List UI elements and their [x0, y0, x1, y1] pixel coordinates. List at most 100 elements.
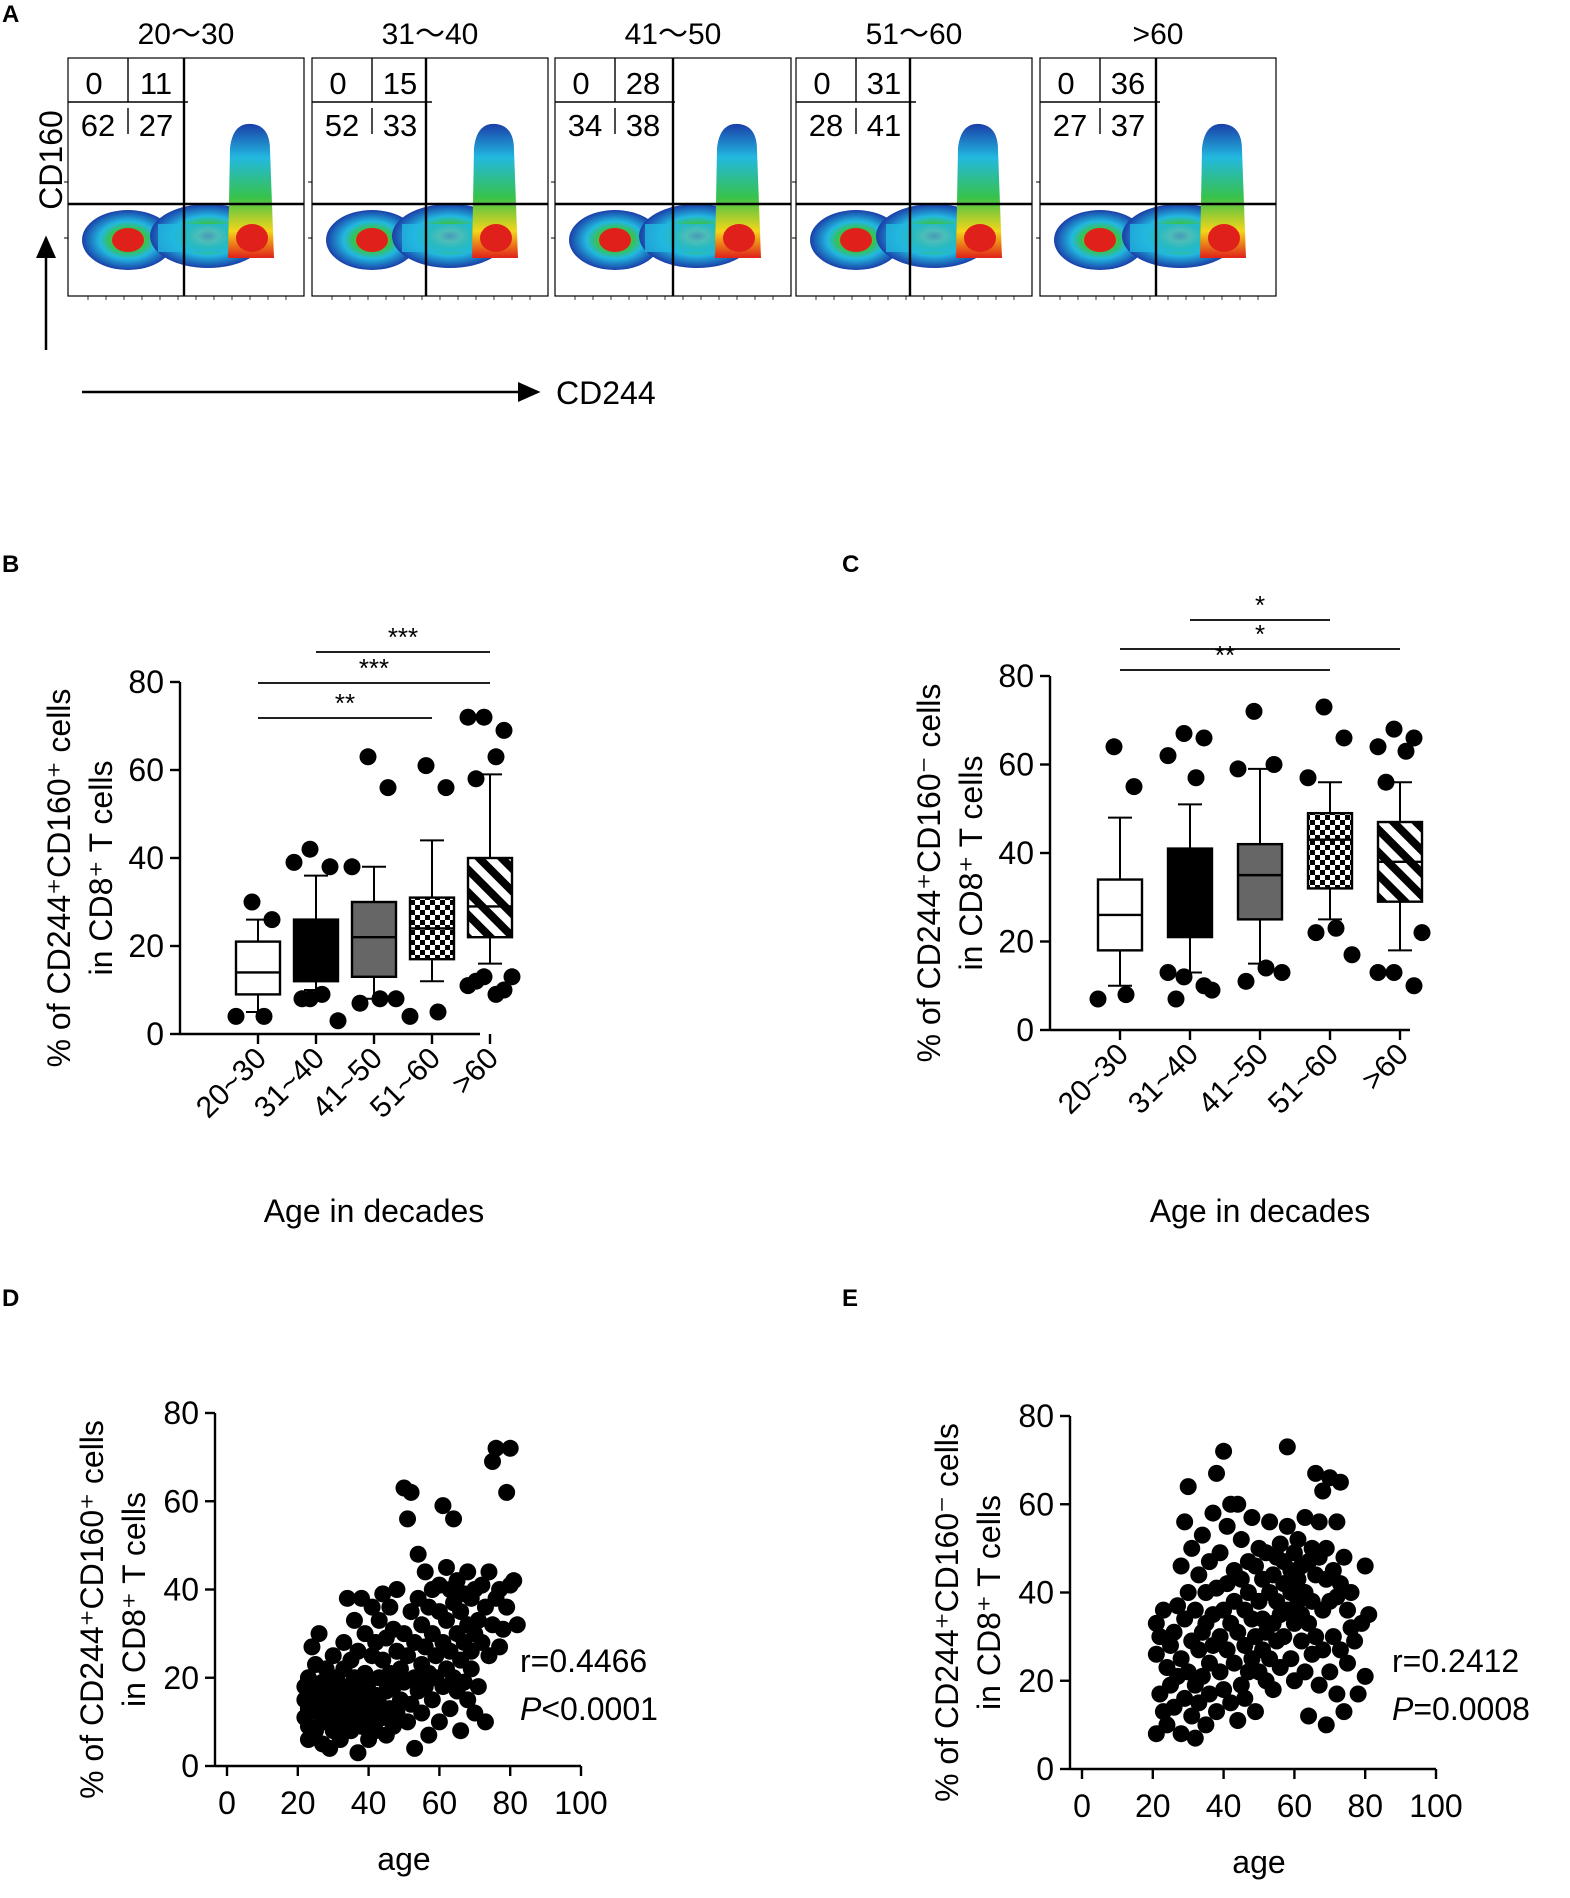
data-point — [1179, 1584, 1197, 1601]
data-point — [437, 1611, 455, 1629]
outlier-point — [1125, 778, 1143, 796]
data-point — [1229, 1623, 1247, 1641]
box-iqr — [466, 856, 514, 939]
data-point — [473, 1633, 491, 1651]
density-bridge — [886, 224, 956, 252]
data-point — [441, 1700, 459, 1718]
data-point — [491, 1638, 509, 1656]
data-point — [1232, 1676, 1250, 1694]
outlier-point — [437, 779, 455, 797]
data-point — [335, 1633, 353, 1651]
data-point — [1324, 1628, 1342, 1646]
quadrant-bottom-left: 62 — [81, 108, 115, 143]
quadrant-bottom-right: 38 — [626, 108, 660, 143]
box-3 — [343, 748, 405, 1012]
data-point — [1211, 1663, 1229, 1681]
data-point — [1200, 1685, 1218, 1703]
outlier-point — [1273, 963, 1291, 981]
quadrant-top-right: 28 — [626, 66, 660, 101]
data-point — [345, 1611, 363, 1629]
outlier-point — [1175, 725, 1193, 743]
x-axis-label-cd244: CD244 — [556, 375, 656, 411]
data-point — [299, 1669, 317, 1687]
data-point — [1339, 1601, 1356, 1619]
data-point — [1183, 1707, 1201, 1725]
stat-p-symbol: P — [520, 1691, 542, 1727]
data-point — [1183, 1539, 1201, 1557]
box-1 — [1089, 738, 1144, 1008]
data-point — [1208, 1703, 1226, 1721]
data-point — [1261, 1513, 1279, 1531]
data-point — [349, 1642, 367, 1660]
quadrant-bottom-right: 41 — [867, 108, 901, 143]
density-peak — [964, 224, 996, 252]
stat-p-value: P=0.0008 — [1392, 1691, 1530, 1727]
quadrant-top-left: 0 — [1057, 66, 1074, 101]
density-bridge — [158, 224, 228, 252]
data-point — [445, 1510, 463, 1528]
significance-label: * — [1255, 619, 1265, 649]
y-axis-title-line2: in CD8⁺ T cells — [116, 1492, 152, 1707]
quadrant-bottom-left: 34 — [568, 108, 602, 143]
outlier-point — [417, 757, 435, 775]
y-tick-label: 20 — [128, 928, 164, 964]
data-point — [1339, 1654, 1356, 1672]
data-point — [1218, 1575, 1236, 1593]
outlier-point — [401, 1007, 419, 1025]
data-point — [1147, 1645, 1165, 1663]
data-point — [409, 1545, 427, 1563]
x-tick-label: >60 — [1356, 1038, 1415, 1097]
data-point — [402, 1483, 420, 1501]
stat-r-value: r=0.2412 — [1392, 1643, 1519, 1679]
density-bridge — [645, 224, 715, 252]
outlier-point — [243, 893, 261, 911]
x-axis-title: age — [1232, 1844, 1285, 1880]
x-tick-label: 41~50 — [1192, 1038, 1275, 1121]
data-point — [1158, 1716, 1176, 1734]
outlier-point — [301, 990, 319, 1008]
flow-plot-title: 51～60 — [866, 18, 963, 51]
outlier-point — [1167, 990, 1185, 1008]
data-point — [452, 1603, 470, 1621]
significance-label: *** — [359, 653, 389, 683]
data-point — [480, 1563, 498, 1581]
x-axis-title: Age in decades — [1150, 1193, 1371, 1229]
data-point — [381, 1598, 399, 1616]
data-point — [374, 1651, 392, 1669]
data-point — [1314, 1482, 1332, 1500]
x-tick-label: 51~60 — [1262, 1038, 1345, 1121]
quadrant-bottom-right: 37 — [1111, 108, 1145, 143]
data-point — [455, 1673, 473, 1691]
panel-letter-c: C — [842, 551, 859, 578]
data-point — [1317, 1716, 1335, 1734]
data-point — [349, 1744, 367, 1762]
data-point — [1356, 1557, 1374, 1575]
outlier-point — [1245, 702, 1263, 720]
flow-plot-4: 51～60 0 31 28 41 — [792, 18, 1033, 300]
data-point — [1218, 1517, 1236, 1535]
quadrant-bottom-right: 33 — [383, 108, 417, 143]
data-point — [1346, 1632, 1364, 1650]
data-point — [508, 1616, 526, 1634]
box-4 — [1299, 698, 1361, 964]
flow-plot-2: 31～40 0 15 52 33 — [308, 18, 549, 300]
density-population-cd160pos — [1200, 123, 1246, 258]
data-point — [473, 1576, 491, 1594]
significance-label: ** — [1215, 640, 1235, 670]
outlier-point — [1315, 698, 1333, 716]
data-point — [1193, 1667, 1211, 1685]
outlier-point — [1307, 924, 1325, 942]
y-tick-label: 20 — [1018, 1663, 1054, 1699]
data-point — [310, 1625, 328, 1643]
data-point — [399, 1713, 417, 1731]
data-point — [303, 1638, 321, 1656]
outlier-point — [1257, 959, 1275, 977]
outlier-point — [1187, 769, 1205, 787]
data-point — [1186, 1729, 1204, 1747]
data-point — [1172, 1557, 1190, 1575]
y-tick-label: 40 — [998, 835, 1034, 871]
x-tick-label: 0 — [1073, 1788, 1091, 1824]
data-point — [1154, 1601, 1172, 1619]
data-point — [1324, 1561, 1342, 1579]
outlier-point — [301, 840, 319, 858]
